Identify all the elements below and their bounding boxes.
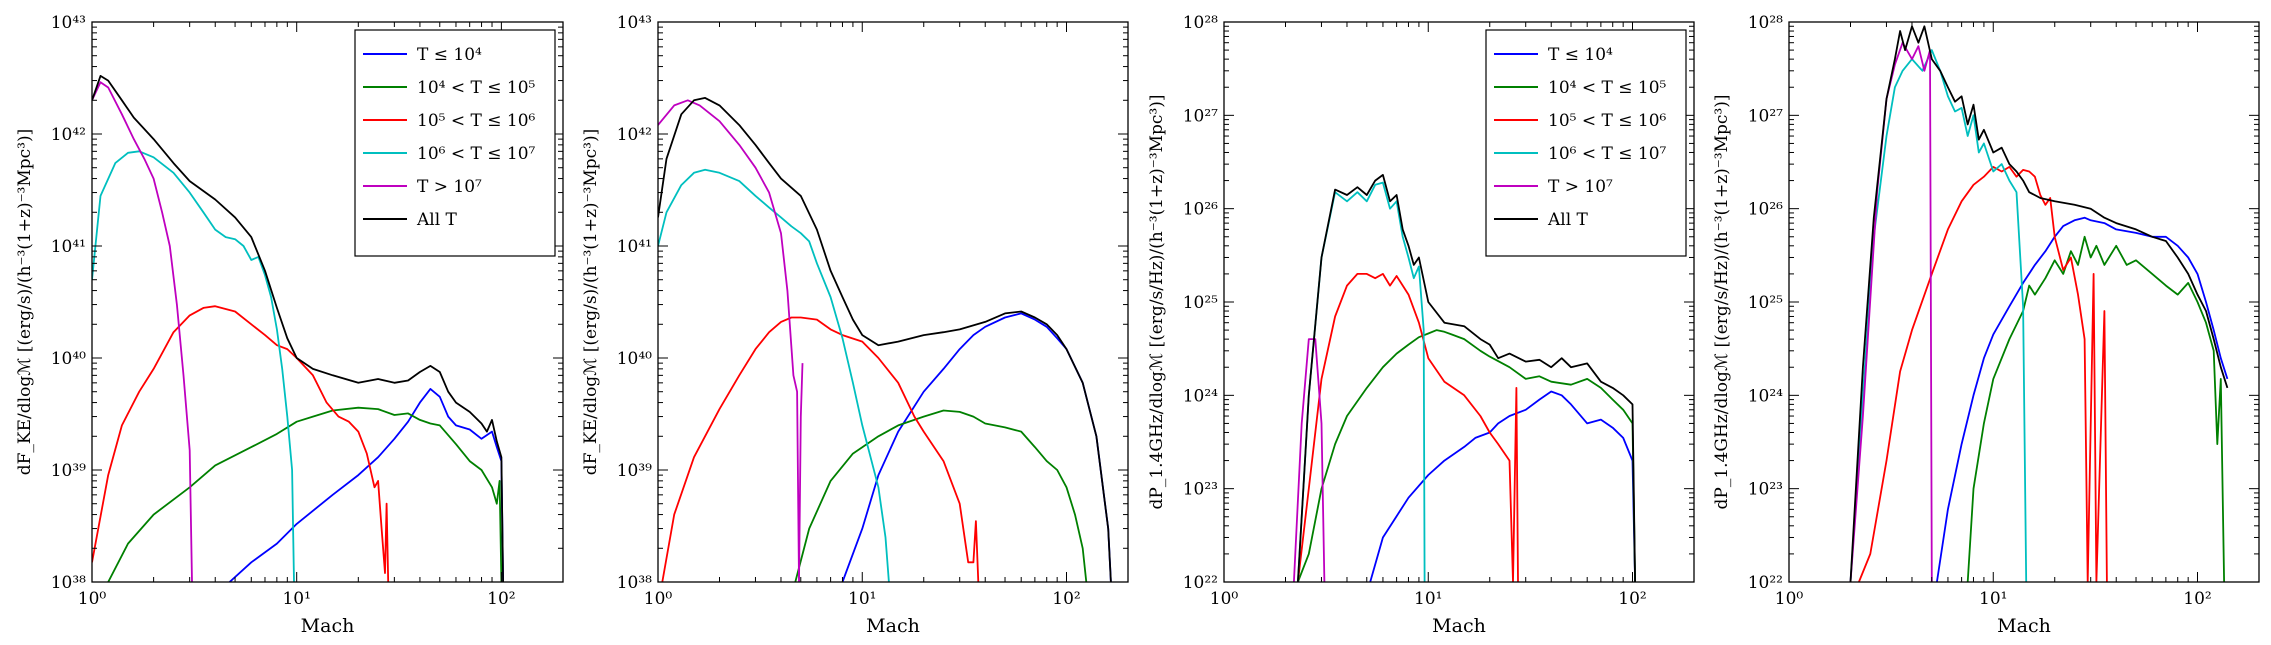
series-line-t_gt_1e7 — [1849, 41, 1933, 582]
series-line-t_le_1e4 — [1369, 390, 1636, 582]
x-tick-label: 10¹ — [848, 589, 876, 609]
y-tick-label: 10²⁵ — [1183, 293, 1218, 313]
plot-frame — [657, 21, 1129, 583]
legend-label: T > 10⁷ — [1548, 177, 1613, 197]
legend-label: 10⁵ < T ≤ 10⁶ — [1548, 111, 1667, 131]
x-tick-label: 10² — [1618, 589, 1646, 609]
y-tick-label: 10³⁹ — [617, 461, 652, 481]
panel-4: 10⁰ 10¹ 10² 10²² 10²³ 10²⁴ 10²⁵ 10²⁶ 10²⁷ 10²⁸ Mac… — [1712, 13, 2260, 637]
x-tick-label: 10¹ — [1979, 589, 2007, 609]
series-line-t_1e5_1e6 — [661, 316, 980, 582]
x-tick-label: 10² — [1052, 589, 1080, 609]
series-group — [658, 97, 1112, 582]
legend-label: T > 10⁷ — [417, 177, 482, 197]
x-tick-label: 10⁰ — [1210, 589, 1239, 609]
y-axis-label: dF_KE/dlogℳ [(erg/s)/(h⁻³(1+z)⁻³Mpc³)] — [581, 129, 601, 476]
legend: T ≤ 10⁴ 10⁴ < T ≤ 10⁵ 10⁵ < T ≤ 10⁶ 10⁶ < T… — [1485, 29, 1687, 257]
x-tick-label: 10⁰ — [644, 589, 673, 609]
x-axis-label: Mach — [866, 615, 920, 637]
series-line-all_t — [92, 75, 504, 582]
series-line-t_gt_1e7 — [658, 99, 804, 582]
legend-label: 10⁵ < T ≤ 10⁶ — [417, 111, 536, 131]
series-group — [1293, 174, 1636, 582]
y-tick-label: 10³⁸ — [51, 573, 86, 593]
y-tick-label: 10²³ — [1183, 480, 1218, 500]
series-line-t_1e5_1e6 — [92, 305, 390, 582]
y-tick-label: 10²⁴ — [1748, 386, 1783, 406]
y-tick-label: 10⁴² — [51, 125, 86, 145]
x-axis-label: Mach — [1432, 615, 1486, 637]
y-tick-label: 10²⁷ — [1748, 106, 1783, 126]
series-line-t_le_1e4 — [1936, 216, 2229, 582]
legend-label: 10⁶ < T ≤ 10⁷ — [417, 144, 536, 164]
series-line-t_1e6_1e7 — [1297, 181, 1426, 582]
y-tick-label: 10⁴¹ — [51, 237, 86, 257]
legend-label: 10⁶ < T ≤ 10⁷ — [1548, 144, 1667, 164]
series-line-t_1e5_1e6 — [1297, 273, 1519, 582]
series-line-t_1e4_1e5 — [1297, 329, 1636, 582]
series-line-t_le_1e4 — [228, 388, 504, 582]
y-tick-label: 10³⁸ — [617, 573, 652, 593]
series-line-t_1e6_1e7 — [658, 168, 890, 582]
y-tick-label: 10⁴³ — [617, 13, 652, 33]
x-axis-label: Mach — [301, 615, 355, 637]
y-tick-label: 10³⁹ — [51, 461, 86, 481]
y-tick-label: 10²² — [1183, 573, 1218, 593]
y-axis-label: dP_1.4GHz/dlogℳ [(erg/s/Hz)/(h⁻³(1+z)⁻³M… — [1147, 95, 1167, 510]
y-tick-label: 10²⁶ — [1183, 200, 1218, 220]
legend-label: T ≤ 10⁴ — [417, 45, 482, 65]
legend-label: T ≤ 10⁴ — [1548, 45, 1613, 65]
y-tick-label: 10²⁵ — [1748, 293, 1783, 313]
y-tick-label: 10⁴³ — [51, 13, 86, 33]
y-tick-label: 10²⁷ — [1183, 106, 1218, 126]
legend: T ≤ 10⁴ 10⁴ < T ≤ 10⁵ 10⁵ < T ≤ 10⁶ 10⁶ < T… — [354, 29, 556, 257]
x-tick-label: 10⁰ — [78, 589, 107, 609]
legend-label: 10⁴ < T ≤ 10⁵ — [1548, 78, 1667, 98]
y-tick-label: 10²⁴ — [1183, 386, 1218, 406]
legend-label: All T — [1547, 210, 1589, 230]
y-tick-label: 10⁴² — [617, 125, 652, 145]
series-line-all_t — [1849, 25, 2229, 582]
series-line-t_1e4_1e5 — [794, 409, 1088, 582]
series-line-t_1e4_1e5 — [1966, 235, 2225, 582]
series-line-all_t — [1297, 174, 1636, 582]
y-axis-label: dP_1.4GHz/dlogℳ [(erg/s/Hz)/(h⁻³(1+z)⁻³M… — [1712, 95, 1732, 510]
series-line-all_t — [658, 97, 1112, 582]
x-tick-label: 10² — [487, 589, 515, 609]
y-tick-label: 10²⁶ — [1748, 200, 1783, 220]
series-line-t_gt_1e7 — [92, 81, 193, 582]
series-line-t_1e6_1e7 — [1849, 49, 2028, 582]
panel-3: 10⁰ 10¹ 10² 10²² 10²³ 10²⁴ 10²⁵ 10²⁶ 10²⁷ 10²⁸ Mac… — [1147, 13, 1695, 637]
x-tick-label: 10² — [2183, 589, 2211, 609]
y-tick-label: 10⁴⁰ — [617, 349, 652, 369]
panel-2: 10⁰ 10¹ 10² 10³⁸ 10³⁹ 10⁴⁰ 10⁴¹ 10⁴² 10⁴³ Mach dF_… — [581, 13, 1129, 637]
legend-label: All T — [416, 210, 458, 230]
y-tick-label: 10⁴⁰ — [51, 349, 86, 369]
x-tick-label: 10¹ — [282, 589, 310, 609]
plot-frame — [1788, 21, 2260, 583]
x-tick-label: 10⁰ — [1775, 589, 1804, 609]
x-axis-label: Mach — [1997, 615, 2051, 637]
series-group — [1849, 25, 2229, 582]
series-line-t_1e4_1e5 — [107, 406, 503, 582]
series-line-t_1e5_1e6 — [1858, 166, 2108, 582]
y-tick-label: 10²² — [1748, 573, 1783, 593]
plot-frame — [91, 21, 564, 583]
series-line-t_gt_1e7 — [1293, 338, 1326, 582]
panel-1: 10⁰ 10¹ 10² 10³⁸ 10³⁹ 10⁴⁰ 10⁴¹ 10⁴² 10⁴³ Mach dF_… — [15, 13, 564, 637]
y-tick-label: 10²⁸ — [1748, 13, 1783, 33]
x-tick-label: 10¹ — [1414, 589, 1442, 609]
series-group — [92, 75, 504, 582]
y-tick-label: 10²⁸ — [1183, 13, 1218, 33]
y-tick-label: 10²³ — [1748, 480, 1783, 500]
y-tick-label: 10⁴¹ — [617, 237, 652, 257]
series-line-t_1e6_1e7 — [92, 150, 295, 582]
y-axis-label: dF_KE/dlogℳ [(erg/s)/(h⁻³(1+z)⁻³Mpc³)] — [15, 129, 35, 476]
legend-label: 10⁴ < T ≤ 10⁵ — [417, 78, 536, 98]
